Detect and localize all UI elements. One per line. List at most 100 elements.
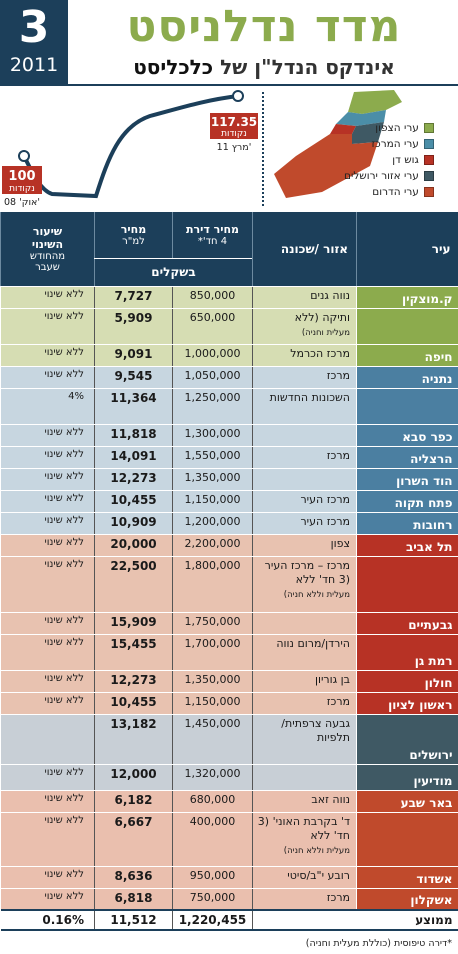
end-point bbox=[232, 90, 244, 102]
price-cell: 2,200,000 bbox=[172, 534, 253, 557]
sqm-cell: 13,182 bbox=[94, 714, 173, 765]
table-row: מרכז – מרכז העיר (3 חד' ללא מעלית וללא חנ… bbox=[0, 556, 458, 613]
area-cell: מרכז הכרמל bbox=[252, 344, 357, 367]
change-cell: ללא שינוי bbox=[0, 424, 95, 447]
area-cell: ד' בקרבת האוני' (3 חד' ללא מעלית וללא חני… bbox=[252, 812, 357, 867]
legend-swatch bbox=[423, 155, 434, 165]
price-cell: 680,000 bbox=[172, 790, 253, 813]
city-cell: גבעתיים bbox=[356, 612, 458, 635]
area-text: מרכז bbox=[326, 890, 350, 904]
col-price-line2: 4 חד'* bbox=[197, 235, 228, 247]
price-cell: 1,000,000 bbox=[172, 344, 253, 367]
legend-item: ערי הצפון bbox=[344, 120, 434, 136]
start-value: 100 bbox=[8, 169, 35, 184]
area-text: מרכז – מרכז העיר (3 חד' ללא bbox=[264, 558, 350, 586]
price-cell: 1,550,000 bbox=[172, 446, 253, 469]
section-divider bbox=[262, 92, 264, 206]
issue-number: 3 bbox=[18, 2, 50, 53]
legend-label: ערי המרכז bbox=[371, 138, 419, 150]
area-text: צפון bbox=[330, 536, 350, 550]
table-row: חיפה מרכז הכרמל 1,000,000 9,091 ללא שינוי bbox=[0, 344, 458, 367]
city-cell: רמת גן bbox=[356, 634, 458, 671]
price-cell: 750,000 bbox=[172, 888, 253, 911]
legend-label: ערי אזור ירושלים bbox=[344, 170, 419, 182]
total-sqm: 11,512 bbox=[94, 909, 173, 931]
issue-year: 2011 bbox=[9, 54, 59, 76]
area-cell bbox=[252, 612, 357, 635]
col-area: אזור /שכונה bbox=[252, 212, 357, 287]
legend-item: ערי אזור ירושלים bbox=[344, 168, 434, 184]
change-cell: ללא שינוי bbox=[0, 556, 95, 613]
header: 3 2011 מדד נדלניסט אינדקס הנדל"ן של כלכל… bbox=[0, 0, 458, 86]
change-cell: ללא שינוי bbox=[0, 790, 95, 813]
area-note: מעלית וללא חניה) bbox=[283, 589, 350, 600]
table-row: פתח תקוה מרכז העיר 1,150,000 10,455 ללא שינו… bbox=[0, 490, 458, 513]
subtitle-text: אינדקס הנדל"ן של bbox=[220, 55, 395, 79]
legend-item: ערי המרכז bbox=[344, 136, 434, 152]
table-row: רחובות מרכז העיר 1,200,000 10,909 ללא שינוי bbox=[0, 512, 458, 535]
city-cell: חולון bbox=[356, 670, 458, 693]
table-row: ותיקה (ללא מעלית וחניה) 650,000 5,909 ללא שי… bbox=[0, 308, 458, 345]
city-cell: אשדוד bbox=[356, 866, 458, 889]
sqm-cell: 12,273 bbox=[94, 670, 173, 693]
change-cell: ללא שינוי bbox=[0, 286, 95, 309]
legend-swatch bbox=[423, 123, 434, 133]
change-cell: ללא שינוי bbox=[0, 308, 95, 345]
col-change-line4: שעבר bbox=[35, 261, 60, 273]
price-cell: 1,200,000 bbox=[172, 512, 253, 535]
table-row: מודיעין 1,320,000 12,000 ללא שינוי bbox=[0, 764, 458, 791]
table-row: ראשון לציון מרכז 1,150,000 10,455 ללא שינוי bbox=[0, 692, 458, 715]
area-text: מרכז הכרמל bbox=[290, 346, 350, 360]
area-cell: נווה זאב bbox=[252, 790, 357, 813]
table-body: ק.מוצקין נווה גנים 850,000 7,727 ללא שינוי ות… bbox=[0, 286, 458, 911]
header-rule bbox=[68, 84, 458, 86]
sqm-cell: 10,455 bbox=[94, 692, 173, 715]
start-date: אוק' 08' bbox=[4, 197, 40, 208]
table-row: ק.מוצקין נווה גנים 850,000 7,727 ללא שינוי bbox=[0, 286, 458, 309]
area-cell: רובע י"ב/סיטי bbox=[252, 866, 357, 889]
sqm-cell: 22,500 bbox=[94, 556, 173, 613]
total-row: ממוצע 1,220,455 11,512 0.16% bbox=[0, 909, 458, 931]
sqm-cell: 9,091 bbox=[94, 344, 173, 367]
sqm-cell: 20,000 bbox=[94, 534, 173, 557]
change-cell bbox=[0, 714, 95, 765]
price-cell: 1,750,000 bbox=[172, 612, 253, 635]
change-cell: ללא שינוי bbox=[0, 888, 95, 911]
table-row: ד' בקרבת האוני' (3 חד' ללא מעלית וללא חני… bbox=[0, 812, 458, 867]
sqm-cell: 11,818 bbox=[94, 424, 173, 447]
area-cell: בן גוריון bbox=[252, 670, 357, 693]
table-row: רמת גן הירדן/מרום נווה 1,700,000 15,455 ללא … bbox=[0, 634, 458, 671]
start-unit: נקודות bbox=[9, 184, 35, 194]
sqm-cell: 10,909 bbox=[94, 512, 173, 535]
sqm-cell: 12,000 bbox=[94, 764, 173, 791]
price-cell: 1,350,000 bbox=[172, 468, 253, 491]
col-price: מחיר דירת 4 חד'* bbox=[172, 212, 253, 259]
change-cell: ללא שינוי bbox=[0, 490, 95, 513]
change-cell: ללא שינוי bbox=[0, 670, 95, 693]
total-price: 1,220,455 bbox=[172, 909, 253, 931]
legend-label: ערי הדרום bbox=[372, 186, 419, 198]
price-cell: 400,000 bbox=[172, 812, 253, 867]
footnote: *דירה טיפוסית (כוללת מעלית וחניה) bbox=[305, 938, 452, 949]
area-text: ותיקה (ללא bbox=[294, 310, 350, 324]
city-cell: פתח תקוה bbox=[356, 490, 458, 513]
sqm-cell: 12,273 bbox=[94, 468, 173, 491]
map-legend: ערי הצפון ערי המרכז גוש דן ערי אזור ירוש… bbox=[344, 120, 434, 200]
sqm-cell: 9,545 bbox=[94, 366, 173, 389]
table-row: אשדוד רובע י"ב/סיטי 950,000 8,636 ללא שינוי bbox=[0, 866, 458, 889]
area-cell: מרכז bbox=[252, 692, 357, 715]
col-change-line1: שיעור bbox=[32, 224, 63, 238]
end-label: 117.35 נקודות מרץ 11' bbox=[210, 113, 258, 153]
city-cell: רחובות bbox=[356, 512, 458, 535]
city-cell: נתניה bbox=[356, 366, 458, 389]
page-subtitle: אינדקס הנדל"ן של כלכליסט bbox=[78, 52, 450, 82]
end-date: מרץ 11' bbox=[217, 142, 252, 153]
legend-swatch bbox=[423, 139, 434, 149]
price-cell: 1,800,000 bbox=[172, 556, 253, 613]
city-cell bbox=[356, 308, 458, 345]
start-point bbox=[18, 150, 30, 162]
legend-item: ערי הדרום bbox=[344, 184, 434, 200]
city-cell bbox=[356, 556, 458, 613]
area-text: רובע י"ב/סיטי bbox=[287, 868, 350, 882]
sqm-cell: 14,091 bbox=[94, 446, 173, 469]
